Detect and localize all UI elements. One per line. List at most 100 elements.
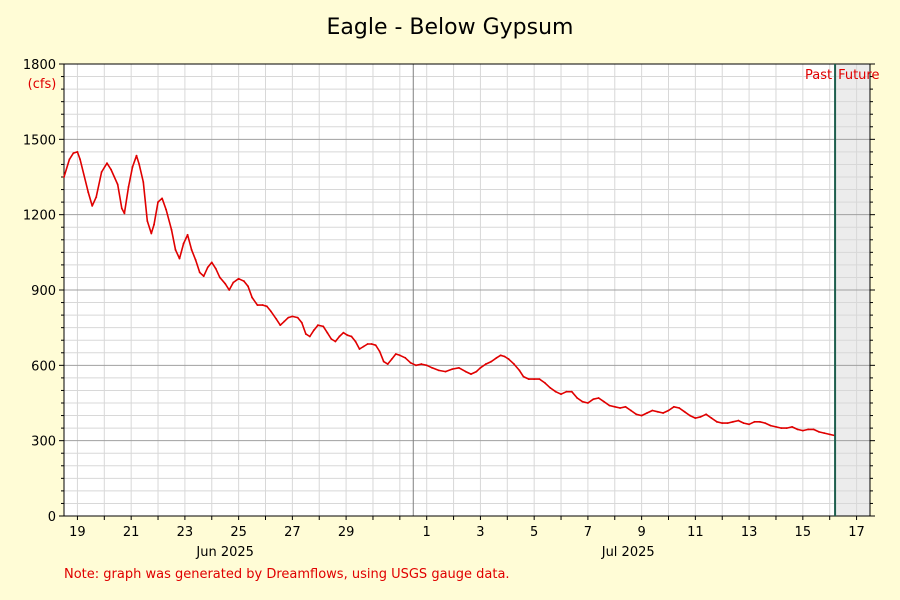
series-point	[581, 400, 584, 403]
series-point	[165, 208, 167, 211]
series-point	[312, 329, 315, 332]
y-tick-label: 1200	[23, 209, 56, 224]
series-point	[748, 423, 750, 426]
series-point	[398, 354, 401, 357]
series-point	[769, 424, 772, 427]
series-point	[370, 343, 373, 345]
series-point	[316, 324, 319, 327]
series-point	[495, 356, 498, 359]
series-point	[479, 366, 482, 369]
y-tick-label: 1800	[23, 58, 56, 73]
series-point	[304, 333, 307, 335]
series-point	[801, 429, 804, 432]
series-point	[807, 428, 810, 431]
series-point	[699, 415, 702, 418]
series-point	[518, 369, 521, 372]
past-label: Past	[805, 68, 832, 83]
series-point	[651, 409, 654, 412]
series-point	[775, 425, 777, 428]
x-tick-label: 17	[848, 525, 865, 540]
series-point	[726, 422, 729, 424]
x-tick-label: 7	[584, 525, 592, 540]
series-point	[780, 427, 783, 430]
series-point	[764, 422, 767, 424]
y-tick-label: 300	[31, 435, 56, 450]
series-point	[202, 275, 205, 278]
series-point	[338, 335, 341, 338]
series-point	[629, 409, 632, 412]
series-point	[251, 296, 253, 299]
series-point	[597, 397, 600, 399]
series-point	[178, 257, 181, 260]
series-point	[131, 166, 134, 168]
footer-note: Note: graph was generated by Dreamflows,…	[64, 567, 510, 582]
series-point	[570, 390, 573, 393]
series-point	[91, 204, 94, 207]
series-point	[265, 305, 268, 308]
series-point	[127, 186, 130, 188]
series-point	[721, 422, 724, 424]
series-point	[87, 191, 90, 193]
series-point	[640, 414, 643, 417]
y-axis-unit-label: (cfs)	[28, 77, 57, 92]
series-point	[228, 289, 231, 291]
series-point	[291, 315, 294, 318]
series-point	[737, 419, 740, 422]
series-point	[146, 220, 149, 222]
series-point	[342, 331, 345, 334]
x-tick-label: 19	[69, 525, 86, 540]
x-month-label: Jun 2025	[195, 545, 254, 560]
series-point	[346, 334, 349, 337]
series-point	[608, 404, 611, 407]
series-point	[823, 432, 826, 435]
series-point	[386, 363, 389, 365]
series-point	[742, 422, 745, 424]
series-point	[758, 420, 761, 423]
series-point	[689, 414, 691, 417]
series-point	[150, 232, 153, 235]
series-point	[279, 324, 282, 327]
series-point	[269, 310, 272, 313]
series-point	[120, 207, 123, 210]
y-tick-label: 1500	[23, 133, 56, 148]
series-point	[464, 370, 467, 373]
series-point	[76, 150, 79, 153]
series-point	[613, 405, 616, 408]
series-point	[437, 369, 440, 372]
series-point	[791, 425, 793, 428]
series-point	[110, 168, 112, 171]
series-point	[499, 354, 502, 357]
series-point	[554, 390, 557, 393]
series-point	[592, 398, 595, 401]
series-point	[544, 382, 546, 384]
x-tick-label: 11	[687, 525, 704, 540]
series-point	[232, 281, 235, 284]
series-point	[753, 420, 756, 423]
series-point	[527, 378, 530, 381]
x-tick-label: 29	[338, 525, 355, 540]
series-point	[354, 340, 357, 343]
series-point	[490, 360, 493, 363]
series-point	[170, 228, 173, 231]
series-point	[785, 427, 788, 430]
series-point	[123, 212, 126, 215]
series-point	[503, 355, 506, 358]
series-point	[100, 171, 103, 173]
series-point	[63, 176, 65, 178]
series-point	[308, 335, 311, 338]
series-point	[667, 409, 670, 412]
series-point	[366, 343, 369, 345]
series-point	[214, 267, 217, 270]
series-point	[444, 370, 447, 373]
series-point	[300, 321, 303, 324]
series-point	[683, 410, 686, 413]
series-point	[576, 397, 579, 399]
series-point	[95, 196, 98, 198]
x-tick-label: 27	[284, 525, 301, 540]
series-point	[261, 304, 264, 306]
x-tick-label: 9	[637, 525, 645, 540]
series-point	[425, 364, 428, 367]
series-point	[705, 413, 708, 416]
